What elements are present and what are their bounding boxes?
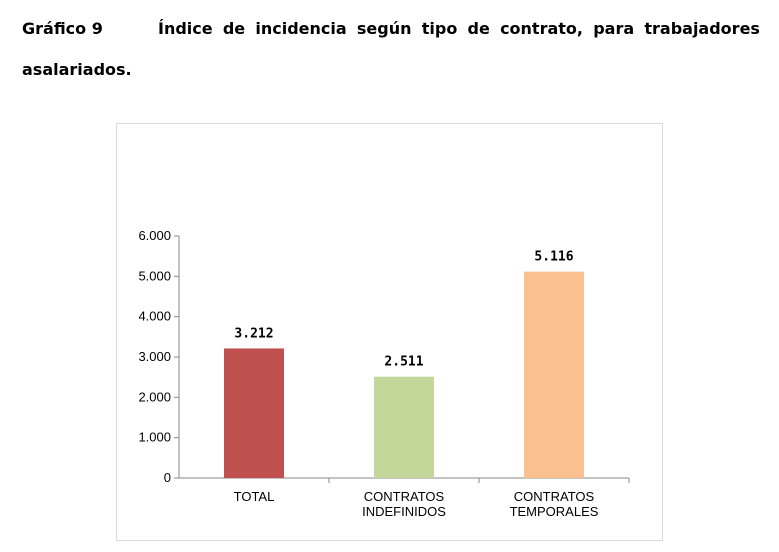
figure-caption: Gráfico 9 Índice de incidencia según tipo de c… <box>22 8 760 90</box>
y-tick-label: 6.000 <box>138 228 171 243</box>
chart-frame: 0 1.000 2.000 3.000 4.000 5.000 6.000 3.212 TOTA… <box>116 123 663 541</box>
bar <box>224 348 284 478</box>
figure-title-word: tipo <box>421 19 458 38</box>
figure-title-word: para <box>593 19 635 38</box>
data-label: 5.116 <box>534 250 573 265</box>
data-label: 2.511 <box>384 355 423 370</box>
y-tick-label: 4.000 <box>138 309 171 324</box>
figure-title-word: de <box>467 19 490 38</box>
figure-title-word: Índice <box>158 19 213 38</box>
bar <box>524 271 584 478</box>
y-tick-label: 3.000 <box>138 349 171 364</box>
figure-title-word: de <box>222 19 246 38</box>
x-category-label: TEMPORALES <box>510 504 599 519</box>
bar-chart: 0 1.000 2.000 3.000 4.000 5.000 6.000 3.212 TOTA… <box>138 228 630 519</box>
figure-title-word: contrato, <box>500 19 583 38</box>
y-tick-label: 2.000 <box>138 389 171 404</box>
x-category-label: CONTRATOS <box>364 489 445 504</box>
bar <box>374 376 434 478</box>
x-category-label: TOTAL <box>234 489 275 504</box>
figure-title-continuation: asalariados. <box>22 60 132 79</box>
y-tick-label: 0 <box>164 470 171 485</box>
figure-title-word: incidencia <box>255 19 347 38</box>
y-tick-label: 5.000 <box>138 268 171 283</box>
figure-title-word: según <box>356 19 412 38</box>
data-label: 3.212 <box>234 326 273 341</box>
figure-number: Gráfico 9 <box>22 19 103 38</box>
y-tick-label: 1.000 <box>138 430 171 445</box>
figure-title: Índice de incidencia según tipo de contrato, pa… <box>158 8 760 49</box>
x-category-label: INDEFINIDOS <box>362 504 446 519</box>
x-category-label: CONTRATOS <box>514 489 595 504</box>
figure-title-word: trabajadores <box>644 19 760 38</box>
